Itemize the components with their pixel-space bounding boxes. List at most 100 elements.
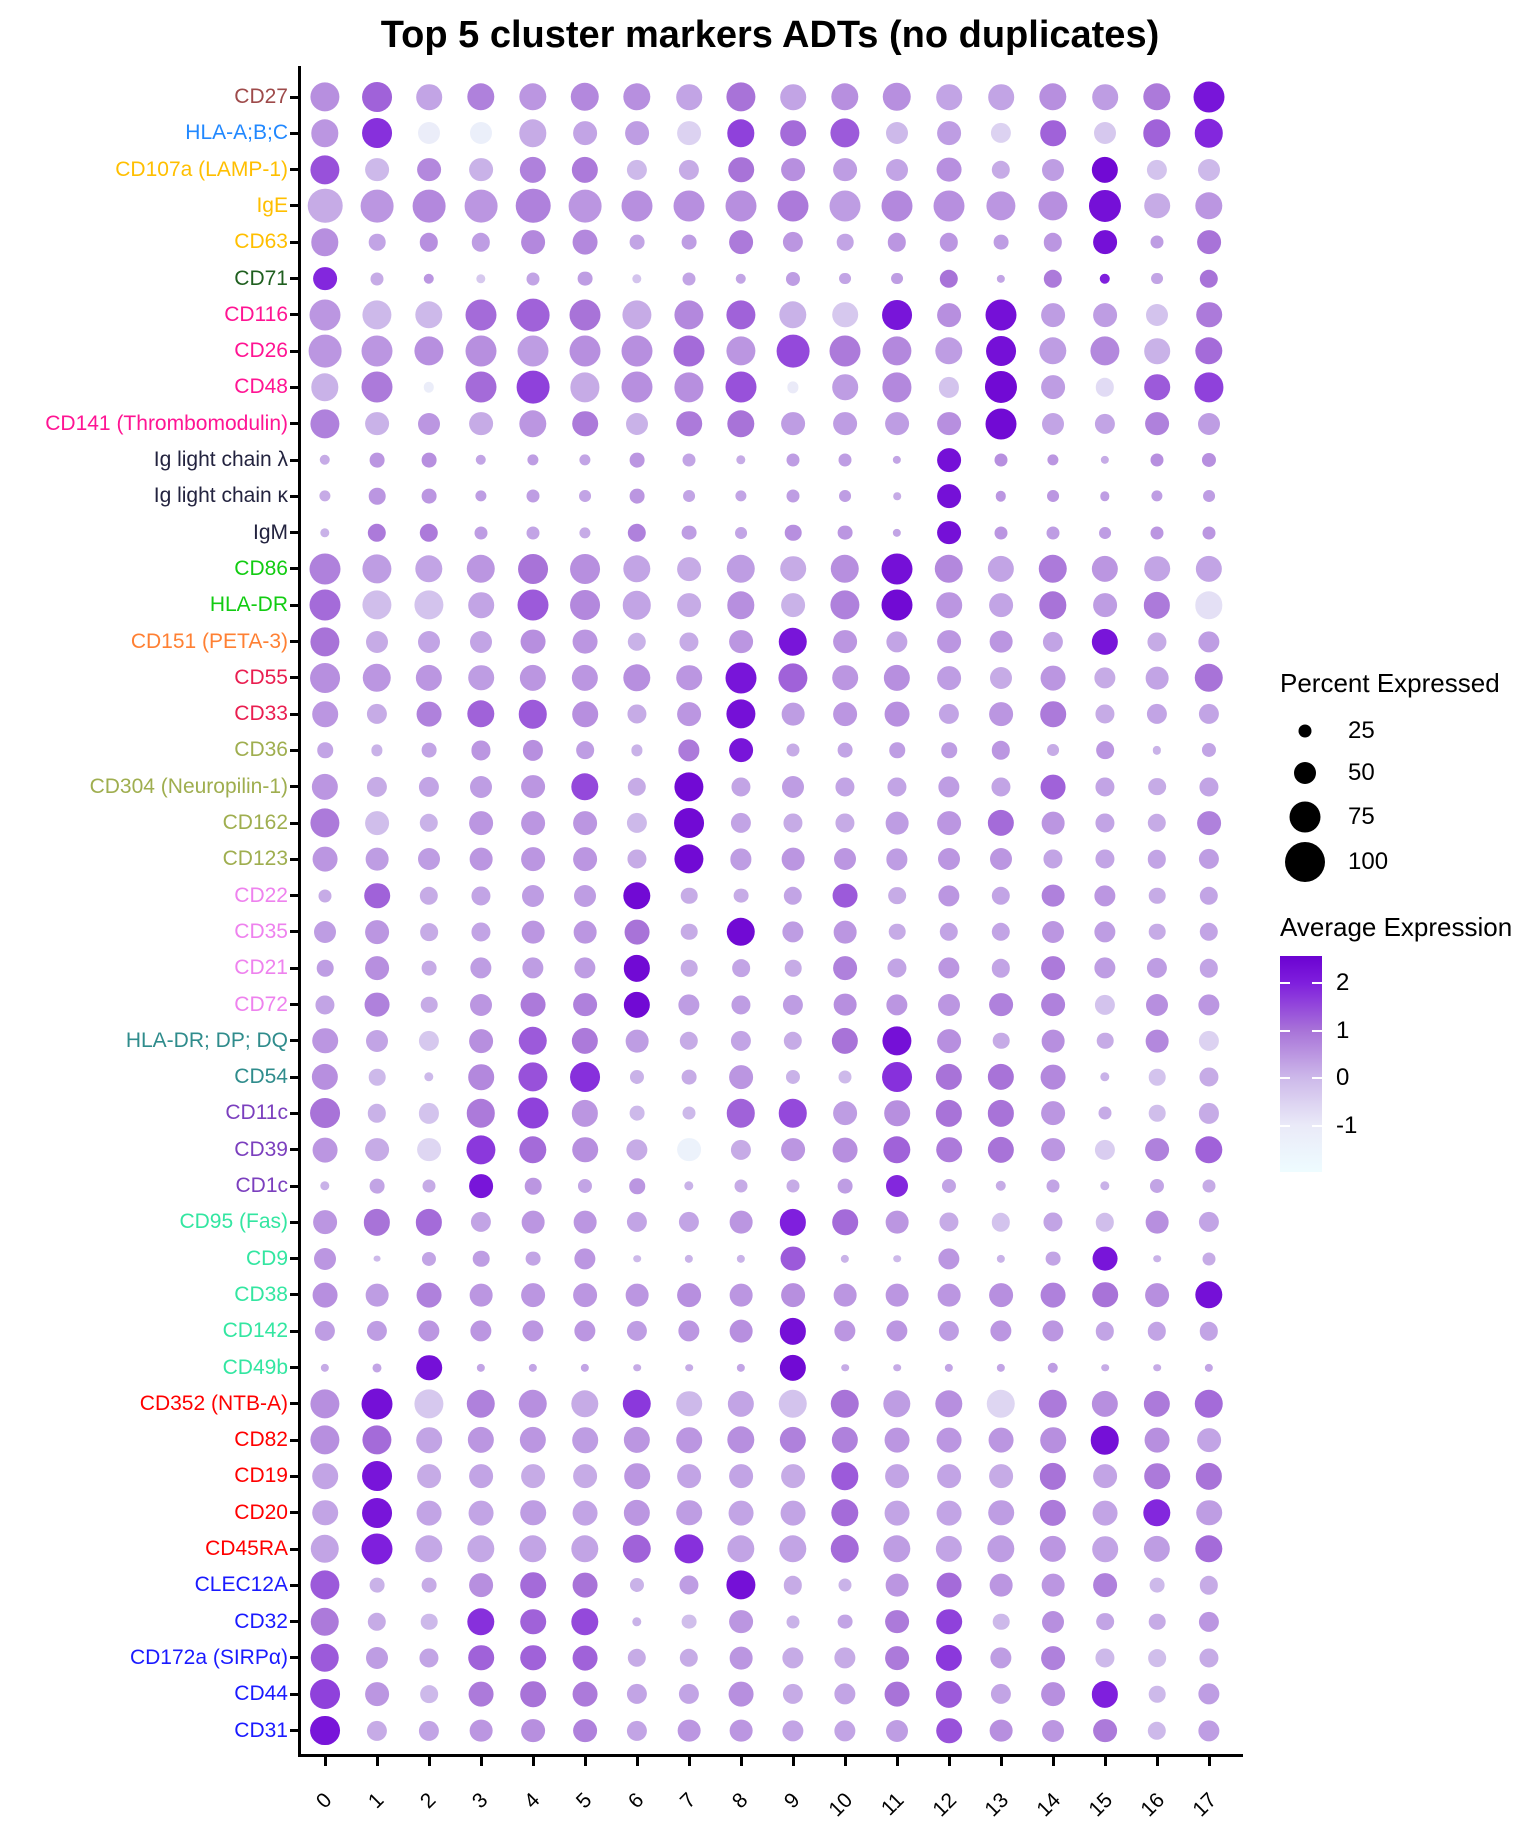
expression-dot bbox=[779, 1535, 807, 1563]
expression-dot bbox=[524, 1177, 542, 1195]
expression-dot bbox=[525, 1251, 541, 1266]
expression-dot bbox=[363, 1209, 391, 1236]
expression-dot bbox=[626, 1139, 648, 1161]
expression-dot bbox=[416, 701, 442, 727]
expression-dot bbox=[626, 412, 648, 435]
expression-dot bbox=[418, 122, 440, 145]
expression-dot bbox=[939, 232, 959, 252]
size-legend-dot bbox=[1294, 762, 1316, 784]
x-axis-tick bbox=[999, 1757, 1003, 1766]
y-axis-label: CD63 bbox=[234, 230, 288, 254]
expression-dot bbox=[627, 632, 647, 651]
expression-dot bbox=[726, 699, 756, 729]
expression-dot bbox=[727, 1426, 755, 1454]
expression-dot bbox=[1042, 1320, 1064, 1342]
expression-dot bbox=[361, 1533, 393, 1565]
colorbar-tick-mark bbox=[1312, 1124, 1322, 1127]
expression-dot bbox=[782, 921, 804, 943]
expression-dot bbox=[1094, 994, 1116, 1015]
expression-dot bbox=[574, 1247, 596, 1270]
y-axis-label: CD72 bbox=[234, 992, 288, 1016]
expression-dot bbox=[1040, 1282, 1066, 1308]
expression-dot bbox=[781, 847, 805, 871]
expression-dot bbox=[673, 335, 705, 367]
expression-dot bbox=[676, 1391, 702, 1417]
expression-dot bbox=[621, 190, 653, 222]
expression-dot bbox=[415, 1535, 443, 1563]
expression-dot bbox=[781, 411, 805, 436]
expression-dot bbox=[1038, 191, 1068, 221]
expression-dot bbox=[1196, 1499, 1222, 1526]
expression-dot bbox=[424, 1072, 434, 1082]
expression-dot bbox=[420, 1685, 438, 1704]
expression-dot bbox=[934, 554, 964, 584]
expression-dot bbox=[1201, 743, 1217, 758]
expression-dot bbox=[419, 813, 439, 833]
expression-dot bbox=[361, 335, 393, 367]
expression-dot bbox=[570, 1062, 600, 1093]
expression-dot bbox=[1198, 1103, 1220, 1124]
expression-dot bbox=[365, 1137, 389, 1162]
colorbar-label: 1 bbox=[1336, 1016, 1350, 1044]
expression-dot bbox=[312, 1137, 338, 1163]
y-axis-label: CLEC12A bbox=[194, 1573, 288, 1597]
expression-dot bbox=[1041, 992, 1065, 1017]
expression-dot bbox=[1040, 665, 1066, 691]
x-axis-label: 10 bbox=[823, 1788, 857, 1822]
expression-dot bbox=[362, 300, 392, 330]
expression-dot bbox=[623, 991, 651, 1018]
expression-dot bbox=[310, 1534, 340, 1564]
expression-dot bbox=[418, 1720, 440, 1741]
expression-dot bbox=[1041, 811, 1065, 835]
colorbar-label: 2 bbox=[1336, 969, 1350, 997]
expression-dot bbox=[990, 1647, 1012, 1669]
expression-dot bbox=[360, 189, 394, 223]
expression-dot bbox=[623, 955, 651, 982]
expression-dot bbox=[882, 1062, 912, 1093]
expression-dot bbox=[572, 629, 598, 654]
expression-dot bbox=[679, 1575, 699, 1595]
expression-dot bbox=[888, 886, 906, 905]
expression-dot bbox=[573, 1464, 597, 1489]
y-axis-label: CD82 bbox=[234, 1428, 288, 1452]
expression-dot bbox=[834, 848, 856, 871]
expression-dot bbox=[726, 336, 756, 366]
expression-dot bbox=[1095, 1648, 1115, 1668]
expression-dot bbox=[678, 1684, 700, 1705]
expression-dot bbox=[522, 740, 544, 761]
y-axis-tick bbox=[290, 95, 298, 99]
expression-dot bbox=[520, 1572, 546, 1599]
expression-dot bbox=[833, 1283, 857, 1307]
expression-dot bbox=[882, 1026, 912, 1056]
expression-dot bbox=[362, 663, 392, 693]
expression-dot bbox=[417, 157, 441, 182]
expression-dot bbox=[464, 189, 498, 223]
expression-dot bbox=[1148, 887, 1166, 904]
y-axis-tick bbox=[290, 277, 298, 280]
expression-dot bbox=[418, 1320, 440, 1342]
expression-dot bbox=[944, 1363, 954, 1372]
expression-dot bbox=[1042, 1719, 1064, 1742]
expression-dot bbox=[311, 119, 339, 147]
expression-dot bbox=[469, 1283, 493, 1307]
expression-dot bbox=[469, 1719, 493, 1742]
expression-dot bbox=[623, 1426, 651, 1454]
expression-dot bbox=[837, 1614, 853, 1629]
expression-dot bbox=[470, 122, 492, 145]
expression-dot bbox=[829, 190, 861, 222]
expression-dot bbox=[1041, 375, 1065, 400]
y-axis-label: CD31 bbox=[234, 1718, 288, 1742]
expression-dot bbox=[937, 629, 961, 654]
expression-dot bbox=[365, 411, 389, 436]
expression-dot bbox=[627, 849, 647, 869]
expression-dot bbox=[312, 1282, 338, 1308]
expression-dot bbox=[1198, 993, 1220, 1016]
expression-dot bbox=[421, 488, 437, 504]
y-axis-label: CD162 bbox=[222, 811, 288, 834]
expression-dot bbox=[936, 1717, 962, 1744]
expression-dot bbox=[1101, 1363, 1109, 1372]
expression-dot bbox=[365, 919, 389, 944]
expression-dot bbox=[470, 993, 492, 1016]
expression-dot bbox=[885, 1210, 909, 1234]
y-axis-label: CD44 bbox=[234, 1682, 288, 1706]
